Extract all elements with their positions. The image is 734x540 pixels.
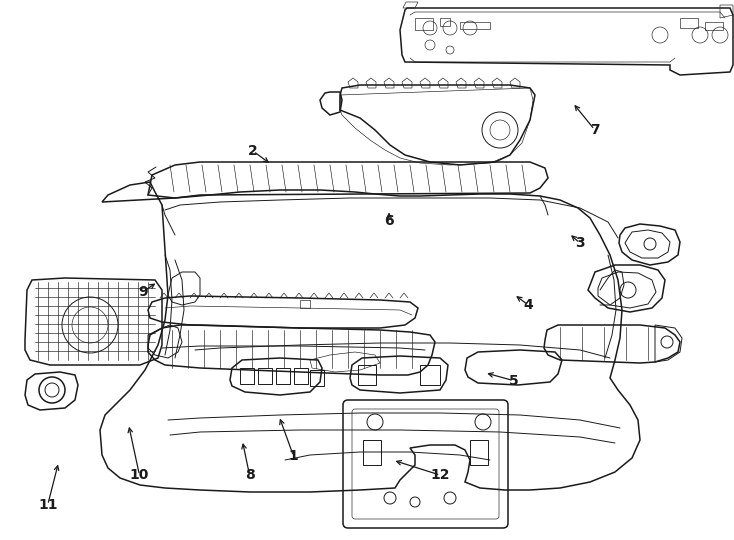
Bar: [358, 365, 376, 385]
Bar: [705, 22, 723, 30]
Text: 4: 4: [523, 298, 534, 312]
Text: 6: 6: [384, 214, 394, 228]
Bar: [363, 440, 381, 465]
Bar: [420, 365, 440, 385]
Bar: [276, 368, 290, 384]
Text: 7: 7: [589, 123, 600, 137]
Bar: [300, 300, 310, 308]
Text: 9: 9: [138, 285, 148, 299]
Text: 5: 5: [509, 374, 519, 388]
Bar: [680, 18, 698, 28]
Bar: [258, 368, 272, 384]
Text: 12: 12: [431, 468, 450, 482]
Text: 10: 10: [130, 468, 149, 482]
Bar: [294, 368, 308, 384]
Text: 2: 2: [248, 144, 258, 158]
Bar: [460, 22, 490, 29]
Bar: [470, 440, 488, 465]
Text: 3: 3: [575, 236, 585, 250]
Bar: [415, 18, 433, 30]
Bar: [310, 370, 324, 386]
Text: 11: 11: [38, 498, 57, 512]
Text: 8: 8: [244, 468, 255, 482]
Bar: [440, 18, 450, 26]
Bar: [240, 368, 254, 384]
Text: 1: 1: [288, 449, 299, 463]
